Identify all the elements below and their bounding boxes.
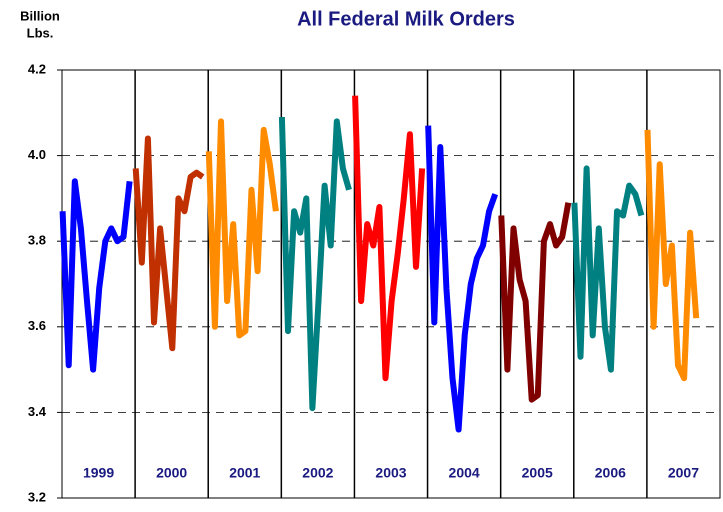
data-line bbox=[59, 178, 133, 373]
y-tick-label: 4.2 bbox=[28, 61, 46, 76]
data-line bbox=[205, 118, 279, 339]
year-label: 2006 bbox=[595, 465, 626, 481]
data-line bbox=[498, 202, 572, 403]
y-tick-label: 3.8 bbox=[28, 233, 46, 248]
data-line bbox=[644, 129, 700, 382]
data-line bbox=[278, 117, 352, 412]
year-label: 2002 bbox=[302, 465, 333, 481]
chart-title: All Federal Milk Orders bbox=[297, 8, 515, 30]
y-tick-label: 4.0 bbox=[28, 147, 46, 162]
y-tick-label: 3.6 bbox=[28, 318, 46, 333]
data-line bbox=[571, 165, 645, 373]
year-label: 1999 bbox=[83, 465, 114, 481]
year-label: 2005 bbox=[522, 465, 553, 481]
year-label: 2003 bbox=[375, 465, 406, 481]
y-axis-label: Billion bbox=[20, 8, 60, 23]
y-tick-label: 3.4 bbox=[28, 404, 47, 419]
data-line bbox=[132, 135, 205, 352]
year-label: 2001 bbox=[229, 465, 260, 481]
data-line bbox=[425, 125, 499, 433]
data-line bbox=[352, 95, 426, 382]
year-label: 2000 bbox=[156, 465, 187, 481]
plot-frame bbox=[61, 69, 721, 499]
y-axis-label: Lbs. bbox=[27, 25, 54, 40]
y-tick-label: 3.2 bbox=[28, 489, 46, 504]
year-label: 2004 bbox=[449, 465, 480, 481]
year-label: 2007 bbox=[668, 465, 699, 481]
